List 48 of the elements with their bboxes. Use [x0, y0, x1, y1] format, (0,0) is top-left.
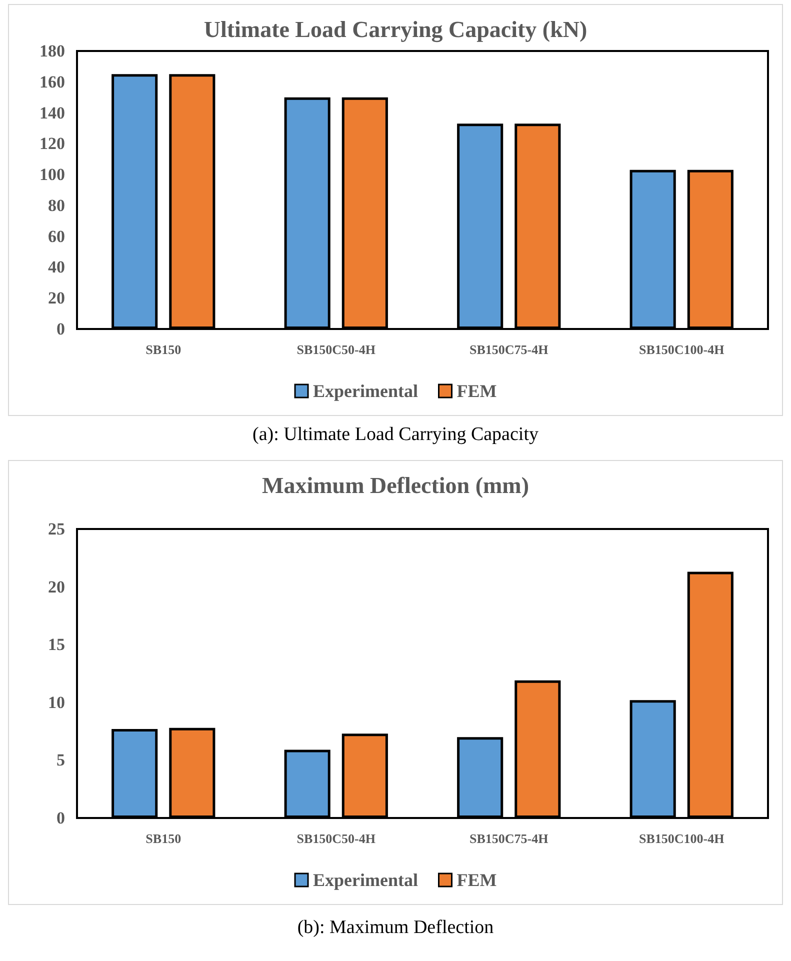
- x-tick-label: SB150C50-4H: [296, 342, 376, 357]
- legend-label: Experimental: [313, 381, 418, 401]
- chart-title: Ultimate Load Carrying Capacity (kN): [204, 17, 588, 43]
- y-tick-label: 120: [40, 134, 65, 154]
- x-tick-label: SB150C75-4H: [470, 342, 548, 357]
- legend-label: FEM: [456, 870, 497, 890]
- x-tick-label: SB150C100-4H: [639, 831, 724, 846]
- y-tick-label: 20: [48, 577, 65, 596]
- x-tick-label: SB150: [146, 831, 182, 846]
- y-tick-label: 40: [48, 258, 65, 277]
- x-tick-label: SB150C50-4H: [296, 831, 376, 846]
- bar: [457, 124, 504, 329]
- bar: [342, 97, 388, 329]
- bar: [284, 97, 330, 329]
- bar: [112, 728, 158, 818]
- y-tick-label: 80: [48, 196, 65, 215]
- y-tick-label: 140: [40, 103, 65, 122]
- y-tick-label: 100: [40, 165, 65, 184]
- chart-title: Maximum Deflection (mm): [262, 473, 529, 498]
- bar: [169, 728, 216, 818]
- bar: [112, 74, 158, 329]
- y-tick-label: 160: [40, 72, 65, 92]
- bar: [284, 750, 330, 818]
- bar: [169, 74, 216, 329]
- bar: [630, 700, 676, 818]
- x-tick-label: SB150: [146, 342, 182, 357]
- bar: [457, 737, 504, 818]
- bar: [514, 124, 561, 329]
- legend-label: Experimental: [313, 870, 418, 890]
- text: (b): Maximum Deflection: [296, 917, 495, 939]
- y-tick-label: 10: [48, 692, 65, 712]
- text: (a): Ultimate Load Carrying Capacity: [252, 424, 540, 446]
- bar: [687, 170, 734, 329]
- bar: [514, 680, 561, 818]
- y-tick-label: 0: [56, 808, 65, 828]
- bar: [630, 170, 676, 329]
- y-tick-label: 5: [56, 750, 65, 770]
- x-tick-label: SB150C100-4H: [639, 342, 724, 357]
- legend-label: FEM: [456, 381, 497, 401]
- y-tick-label: 180: [40, 42, 65, 60]
- y-tick-label: 20: [48, 288, 65, 308]
- y-tick-label: 60: [48, 226, 65, 246]
- y-tick-label: 25: [48, 520, 65, 538]
- y-tick-label: 15: [48, 635, 65, 654]
- bar: [342, 734, 388, 818]
- bar: [687, 572, 734, 818]
- x-tick-label: SB150C75-4H: [470, 831, 548, 846]
- y-tick-label: 0: [56, 320, 65, 338]
